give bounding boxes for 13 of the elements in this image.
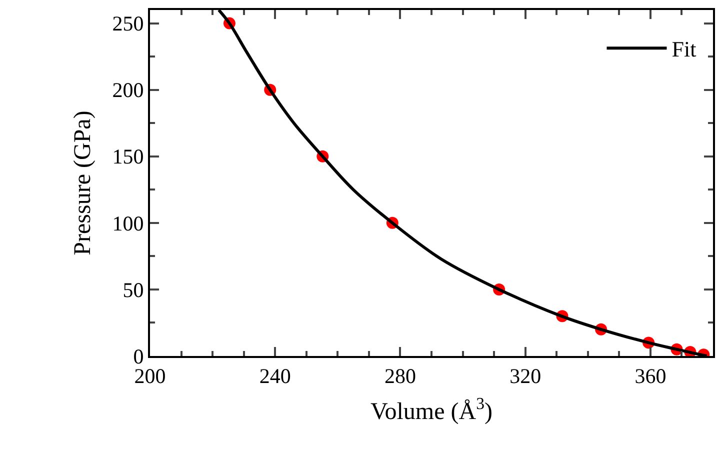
y-tick-label: 250 (112, 12, 144, 36)
x-axis-title: Volume (Å$^{3}$) (370, 394, 492, 425)
y-tick-label: 50 (122, 278, 144, 302)
x-tick-label: 280 (384, 364, 416, 388)
y-tick-label: 100 (112, 211, 144, 236)
legend-label: Fit (672, 36, 696, 62)
y-axis-title: Pressure (GPa) (70, 110, 96, 256)
y-tick-label: 150 (112, 144, 144, 169)
y-tick-label: 200 (112, 78, 144, 102)
y-tick-label: 0 (133, 344, 144, 368)
x-tick-label: 320 (510, 364, 542, 388)
x-tick-label: 360 (634, 364, 666, 388)
x-tick-label: 240 (259, 364, 291, 388)
